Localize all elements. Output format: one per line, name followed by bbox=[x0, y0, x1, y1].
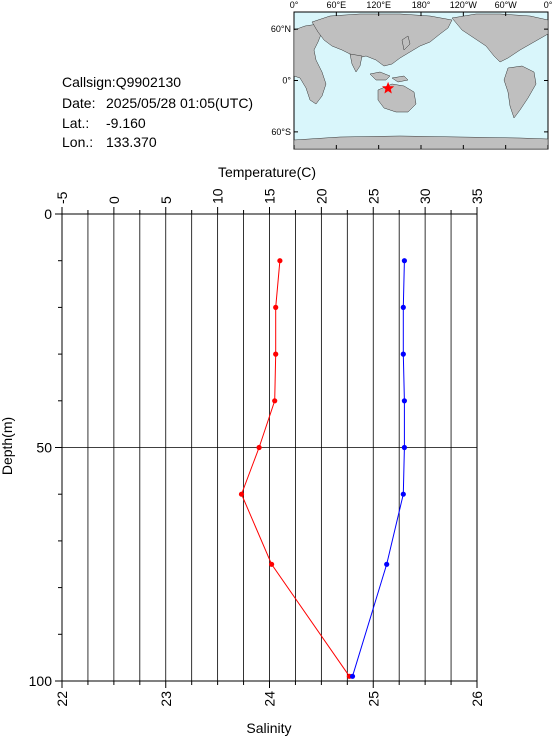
temperature-profile-line bbox=[240, 260, 350, 677]
map-lon-tick-label: 180° bbox=[412, 0, 431, 10]
map-lon-tick-label: 120°W bbox=[450, 0, 478, 10]
date-label: Date: bbox=[62, 95, 96, 111]
map-lon-tick-label: 60°W bbox=[495, 0, 518, 10]
depth-tick-label: 50 bbox=[36, 440, 52, 456]
plot-border bbox=[61, 213, 478, 682]
temperature-tick-label: 30 bbox=[417, 188, 433, 204]
depth-axis-title: Depth(m) bbox=[0, 417, 15, 475]
temperature-tick-label: 10 bbox=[210, 188, 226, 204]
map-lon-tick-label: 0° bbox=[544, 0, 553, 10]
map-lon-tick-label: 120°E bbox=[366, 0, 391, 10]
temperature-axis-ticks: -5 0 5 10 15 20 25 30 35 bbox=[54, 188, 485, 214]
temperature-tick-label: 5 bbox=[158, 196, 174, 204]
station-marker-icon bbox=[381, 81, 395, 94]
temperature-data-point bbox=[277, 258, 283, 264]
lon-label: Lon.: bbox=[62, 134, 94, 150]
world-map: 0° 60°E 120°E 180° 120°W 60°W 0° 60°N 0° 60°S bbox=[271, 0, 553, 150]
map-lat-tick-label: 60°S bbox=[271, 127, 291, 137]
salinity-axis-ticks: 22 23 24 25 26 bbox=[54, 681, 485, 707]
temperature-tick-label: 20 bbox=[313, 188, 329, 204]
temperature-data-point bbox=[256, 444, 262, 451]
map-lat-tick-label: 0° bbox=[282, 76, 291, 86]
callsign-text: Callsign:Q9902130 bbox=[62, 74, 182, 90]
salinity-tick-label: 24 bbox=[262, 691, 278, 707]
salinity-data-point bbox=[401, 258, 407, 264]
temperature-data-point bbox=[273, 351, 279, 357]
temperature-tick-label: -5 bbox=[54, 191, 70, 204]
salinity-tick-label: 25 bbox=[365, 691, 381, 707]
temperature-data-point bbox=[238, 491, 245, 497]
map-tickmarks bbox=[293, 12, 549, 149]
land-north-america bbox=[451, 13, 549, 63]
map-lat-tick-label: 60°N bbox=[271, 24, 291, 34]
salinity-data-point bbox=[384, 561, 390, 567]
salinity-data-point bbox=[401, 444, 407, 451]
profile-series bbox=[238, 258, 407, 679]
salinity-tick-label: 22 bbox=[54, 691, 70, 707]
temperature-data-point bbox=[273, 304, 279, 310]
temperature-axis-title: Temperature(C) bbox=[218, 164, 316, 180]
date-value: 2025/05/28 01:05(UTC) bbox=[106, 95, 254, 111]
salinity-data-point bbox=[349, 673, 356, 679]
station-star-icon bbox=[381, 81, 395, 94]
salinity-data-point bbox=[400, 304, 406, 310]
land-south-america bbox=[503, 65, 537, 119]
salinity-tick-label: 23 bbox=[158, 691, 174, 707]
lat-value: -9.160 bbox=[106, 115, 146, 131]
temperature-data-point bbox=[269, 561, 275, 567]
plot-grid bbox=[62, 214, 477, 681]
depth-tick-label: 0 bbox=[44, 206, 52, 222]
lat-label: Lat.: bbox=[62, 115, 90, 131]
land-eurasia bbox=[311, 13, 453, 67]
salinity-data-point bbox=[400, 351, 406, 357]
temperature-tick-label: 15 bbox=[262, 188, 278, 204]
salinity-data-point bbox=[401, 398, 407, 404]
salinity-data-point bbox=[400, 491, 406, 497]
temperature-tick-label: 35 bbox=[469, 188, 485, 204]
temperature-tick-label: 0 bbox=[106, 196, 122, 204]
lon-value: 133.370 bbox=[106, 134, 157, 150]
temperature-data-point bbox=[272, 398, 278, 404]
map-lat-tick-labels: 60°N 0° 60°S bbox=[271, 24, 292, 137]
salinity-profile-line bbox=[352, 260, 405, 677]
land-india bbox=[349, 53, 363, 73]
map-top-tick-labels: 0° 60°E 120°E 180° 120°W 60°W 0° bbox=[290, 0, 553, 10]
depth-axis-ticks: 0 50 100 bbox=[29, 206, 62, 689]
salinity-axis-title: Salinity bbox=[246, 720, 291, 736]
depth-tick-label: 100 bbox=[29, 673, 53, 689]
land-indonesia bbox=[369, 71, 409, 83]
salinity-tick-label: 26 bbox=[469, 691, 485, 707]
map-lon-tick-label: 60°E bbox=[327, 0, 347, 10]
land-japan bbox=[401, 35, 411, 51]
temperature-tick-label: 25 bbox=[365, 188, 381, 204]
map-lon-tick-label: 0° bbox=[290, 0, 299, 10]
